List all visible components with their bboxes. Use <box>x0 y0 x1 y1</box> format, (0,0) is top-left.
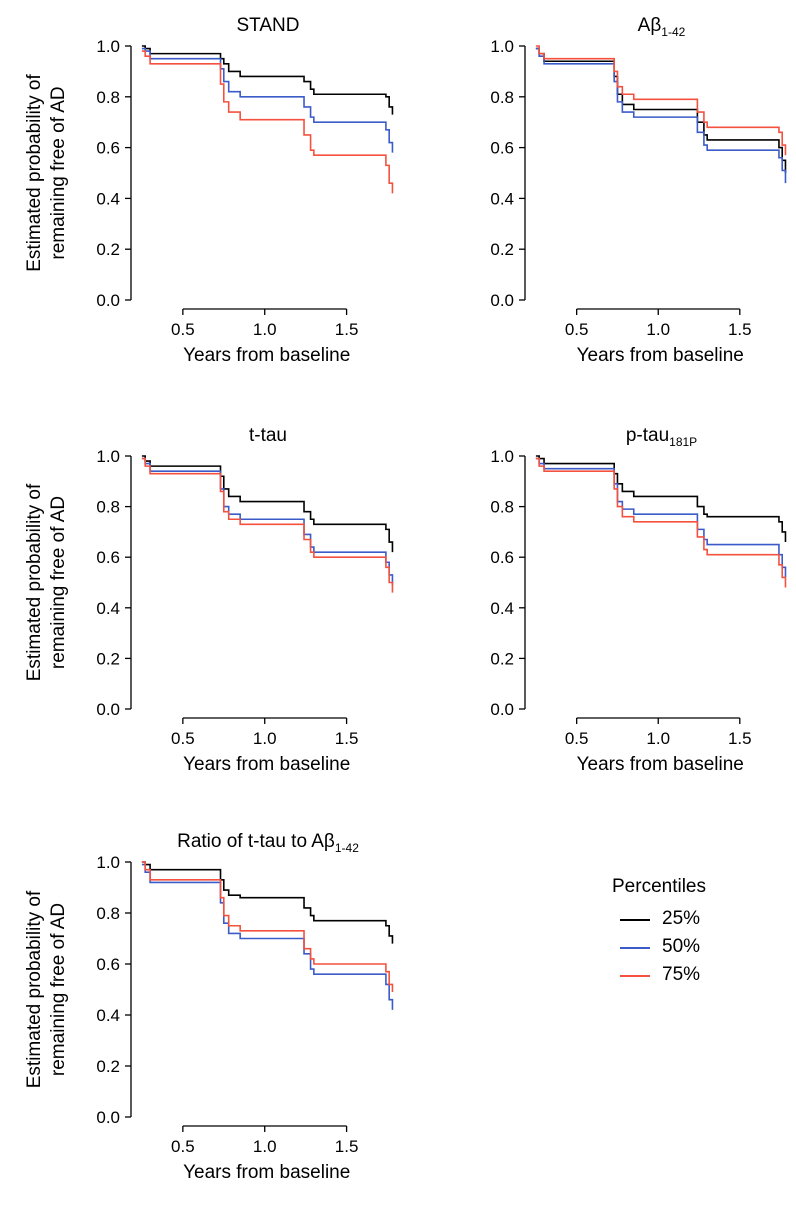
x-axis-label: Years from baseline <box>183 754 350 775</box>
panel-title: STAND <box>237 15 300 36</box>
y-tick-label: 0.0 <box>490 700 514 719</box>
y-tick-label: 1.0 <box>490 37 514 56</box>
y-tick-label: 0.8 <box>96 904 120 923</box>
y-tick-label: 1.0 <box>96 853 120 872</box>
panel-abeta-1-42: 0.0 0.2 0.4 0.6 0.8 1.0 0.5 1.0 1.5 Years from ba… <box>490 15 787 366</box>
x-tick-label: 0.5 <box>565 320 589 339</box>
series-line-25 <box>141 861 394 944</box>
legend-swatch-75 <box>620 975 650 977</box>
panel-title: p-tau181P <box>626 425 697 449</box>
legend-label-75: 75% <box>662 964 701 985</box>
y-tick-label: 0.2 <box>490 649 514 668</box>
series-line-75 <box>141 50 394 194</box>
y-axis-label: Estimated probability of remaining free o… <box>24 74 69 272</box>
x-tick-label: 1.5 <box>728 320 752 339</box>
legend-item-50: 50% <box>620 936 760 958</box>
x-tick-label: 1.0 <box>646 729 670 748</box>
series-line-75 <box>535 457 787 588</box>
y-tick-label: 0.8 <box>490 88 514 107</box>
x-tick-label: 1.5 <box>335 729 359 748</box>
legend-item-25: 25% <box>620 908 760 930</box>
series-line-25 <box>141 455 394 553</box>
legend-title: Percentiles <box>612 876 706 897</box>
legend-item-75: 75% <box>620 964 760 986</box>
y-tick-label: 0.6 <box>96 139 120 158</box>
y-tick-label: 0.2 <box>96 1057 120 1076</box>
series-line-75 <box>141 861 394 993</box>
x-tick-label: 1.5 <box>335 1137 359 1156</box>
y-axis-label: Estimated probability of remaining free o… <box>24 890 69 1088</box>
y-tick-label: 0.0 <box>96 1108 120 1127</box>
x-tick-label: 1.0 <box>253 729 277 748</box>
series-line-75 <box>141 457 394 593</box>
x-tick-label: 1.0 <box>253 320 277 339</box>
y-tick-label: 0.6 <box>490 139 514 158</box>
x-axis-label: Years from baseline <box>183 1162 350 1183</box>
panel-stand: 0.0 0.2 0.4 0.6 0.8 1.0 0.5 1.0 1.5 Years from ba… <box>24 15 394 366</box>
legend-swatch-50 <box>620 947 650 949</box>
series-line-25 <box>535 47 787 173</box>
y-tick-label: 0.6 <box>96 548 120 567</box>
x-tick-label: 1.0 <box>253 1137 277 1156</box>
y-tick-label: 0.4 <box>96 1006 120 1025</box>
y-tick-label: 0.4 <box>490 189 514 208</box>
series-line-50 <box>535 457 787 578</box>
panel-title: Aβ1-42 <box>638 15 686 39</box>
legend-swatch-25 <box>620 919 650 921</box>
x-tick-label: 1.5 <box>728 729 752 748</box>
series-line-75 <box>535 45 787 156</box>
legend-label-25: 25% <box>662 908 701 929</box>
panel-ratio-t-tau-abeta: 0.0 0.2 0.4 0.6 0.8 1.0 0.5 1.0 1.5 Years from ba… <box>24 831 394 1183</box>
y-tick-label: 0.0 <box>96 291 120 310</box>
panel-p-tau-181p: 0.0 0.2 0.4 0.6 0.8 1.0 0.5 1.0 1.5 Years from ba… <box>490 425 787 775</box>
x-axis-label: Years from baseline <box>577 754 744 775</box>
y-tick-label: 0.4 <box>96 599 120 618</box>
x-tick-label: 0.5 <box>171 1137 195 1156</box>
x-tick-label: 0.5 <box>565 729 589 748</box>
x-tick-label: 1.5 <box>335 320 359 339</box>
y-tick-label: 0.0 <box>96 700 120 719</box>
y-tick-label: 0.8 <box>490 498 514 517</box>
panel-t-tau: 0.0 0.2 0.4 0.6 0.8 1.0 0.5 1.0 1.5 Years from ba… <box>24 425 394 775</box>
legend-label-50: 50% <box>662 936 701 957</box>
panel-title: t-tau <box>249 425 287 446</box>
y-tick-label: 0.6 <box>96 955 120 974</box>
y-tick-label: 0.2 <box>96 240 120 259</box>
y-tick-label: 1.0 <box>490 447 514 466</box>
y-tick-label: 0.8 <box>96 88 120 107</box>
series-line-50 <box>141 457 394 586</box>
x-axis-label: Years from baseline <box>577 345 744 366</box>
series-line-50 <box>141 863 394 1010</box>
x-tick-label: 1.0 <box>646 320 670 339</box>
y-tick-label: 0.8 <box>96 498 120 517</box>
panel-title: Ratio of t-tau to Aβ1-42 <box>177 831 359 855</box>
y-tick-label: 0.4 <box>490 599 514 618</box>
x-axis-label: Years from baseline <box>183 345 350 366</box>
x-tick-label: 0.5 <box>171 320 195 339</box>
x-tick-label: 0.5 <box>171 729 195 748</box>
y-tick-label: 0.6 <box>490 548 514 567</box>
y-tick-label: 0.4 <box>96 189 120 208</box>
y-tick-label: 0.2 <box>96 649 120 668</box>
series-line-50 <box>535 47 787 184</box>
y-tick-label: 0.2 <box>490 240 514 259</box>
y-tick-label: 1.0 <box>96 37 120 56</box>
y-tick-label: 1.0 <box>96 447 120 466</box>
series-line-25 <box>141 45 394 115</box>
y-axis-label: Estimated probability of remaining free o… <box>24 483 69 681</box>
series-line-50 <box>141 47 394 153</box>
series-line-25 <box>535 455 787 543</box>
y-tick-label: 0.0 <box>490 291 514 310</box>
